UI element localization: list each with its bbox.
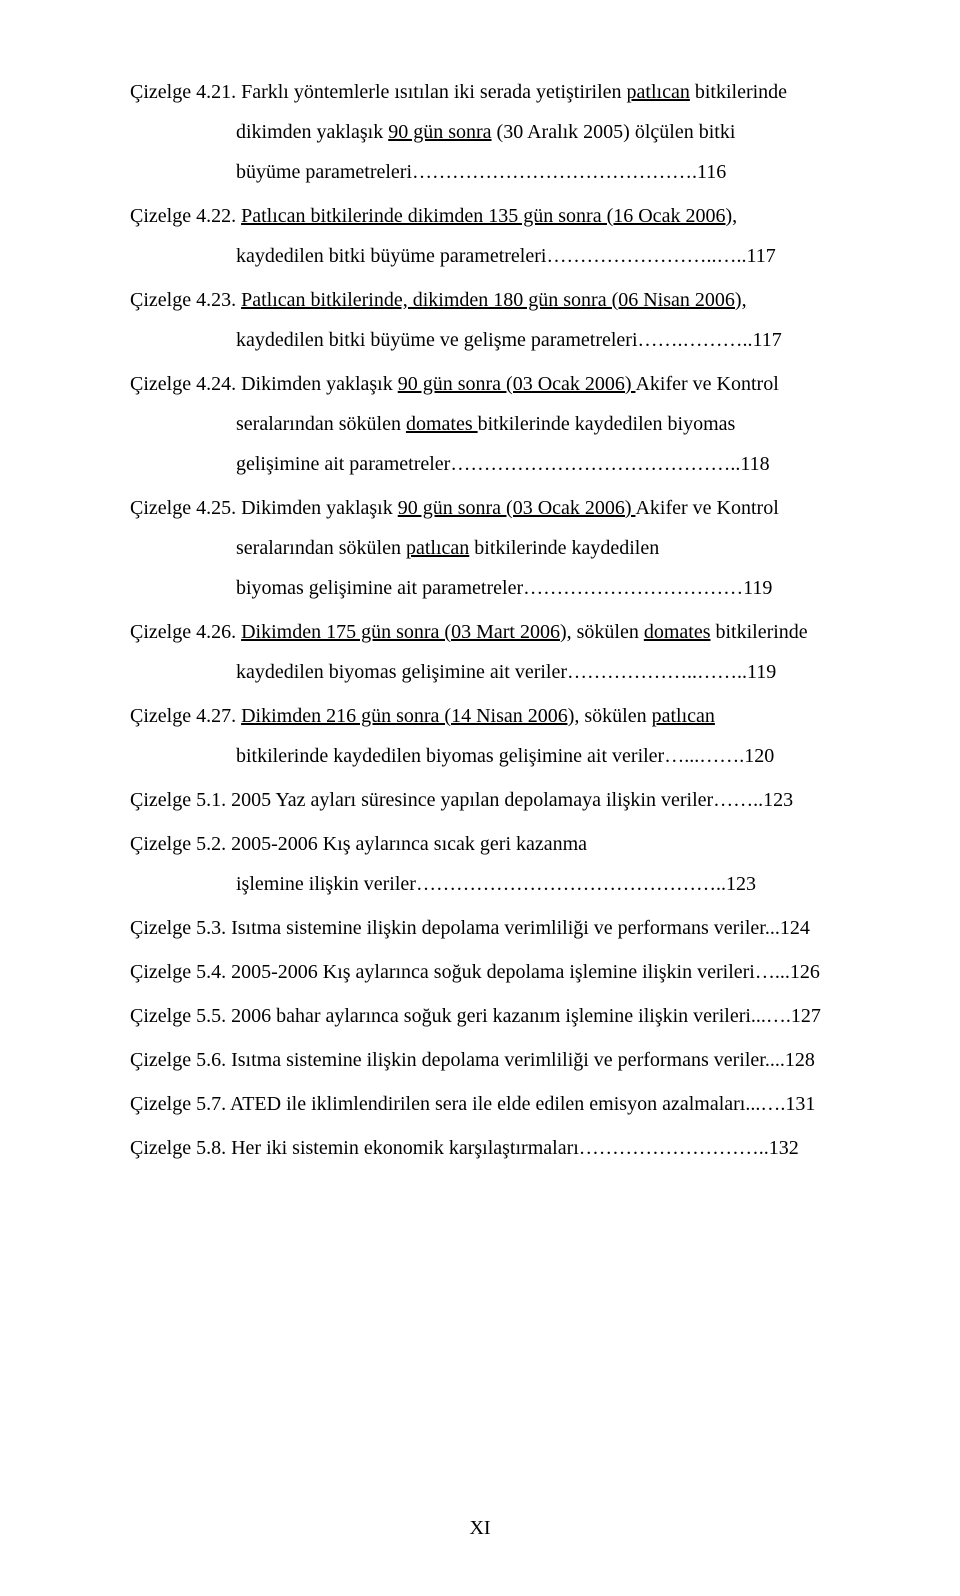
toc-entry-first-line: Çizelge 4.22. Patlıcan bitkilerinde diki… (130, 196, 850, 236)
toc-text: Çizelge 4.23. (130, 289, 241, 311)
toc-text: Çizelge 5.4. 2005-2006 Kış aylarınca soğ… (130, 961, 820, 983)
toc-entry-first-line: Çizelge 4.21. Farklı yöntemlerle ısıtıla… (130, 72, 850, 112)
toc-text: Çizelge 4.24. Dikimden yaklaşık (130, 373, 398, 395)
toc-text: seralarından sökülen (236, 413, 406, 435)
toc-text: Çizelge 5.7. ATED ile iklimlendirilen se… (130, 1093, 815, 1115)
toc-text: Çizelge 4.27. (130, 705, 241, 727)
toc-entry-continuation: kaydedilen bitki büyüme parametreleri………… (130, 236, 850, 276)
toc-text: Çizelge 4.26. (130, 621, 241, 643)
toc-entry: Çizelge 5.5. 2006 bahar aylarınca soğuk … (130, 996, 850, 1036)
toc-entry-continuation: bitkilerinde kaydedilen biyomas gelişimi… (130, 736, 850, 776)
toc-entry-first-line: Çizelge 5.7. ATED ile iklimlendirilen se… (130, 1084, 850, 1124)
toc-entry-continuation: seralarından sökülen domates bitkilerind… (130, 404, 850, 444)
toc-text: bitkilerinde (710, 621, 807, 643)
toc-entry-first-line: Çizelge 4.23. Patlıcan bitkilerinde, dik… (130, 280, 850, 320)
table-of-contents: Çizelge 4.21. Farklı yöntemlerle ısıtıla… (130, 72, 850, 1168)
toc-entry-continuation: işlemine ilişkin veriler……………………………………….… (130, 864, 850, 904)
toc-text: bitkilerinde kaydedilen biyomas (478, 413, 736, 435)
toc-text: patlıcan (627, 81, 690, 103)
toc-text: seralarından sökülen (236, 537, 406, 559)
toc-text: (30 Aralık 2005) ölçülen bitki (492, 121, 736, 143)
toc-entry-first-line: Çizelge 5.1. 2005 Yaz ayları süresince y… (130, 780, 850, 820)
toc-text: Çizelge 5.6. Isıtma sistemine ilişkin de… (130, 1049, 815, 1071)
toc-text: 90 gün sonra (03 Ocak 2006) (398, 373, 636, 395)
toc-entry: Çizelge 5.6. Isıtma sistemine ilişkin de… (130, 1040, 850, 1080)
toc-text: bitkilerinde kaydedilen biyomas gelişimi… (236, 745, 774, 767)
toc-entry: Çizelge 4.24. Dikimden yaklaşık 90 gün s… (130, 364, 850, 484)
toc-text: Çizelge 5.3. Isıtma sistemine ilişkin de… (130, 917, 810, 939)
toc-text: kaydedilen bitki büyüme parametreleri………… (236, 245, 776, 267)
toc-entry: Çizelge 4.22. Patlıcan bitkilerinde diki… (130, 196, 850, 276)
toc-text: bitkilerinde kaydedilen (469, 537, 659, 559)
toc-entry-first-line: Çizelge 4.26. Dikimden 175 gün sonra (03… (130, 612, 850, 652)
toc-entry-continuation: büyüme parametreleri…………………………………….116 (130, 152, 850, 192)
toc-text: kaydedilen bitki büyüme ve gelişme param… (236, 329, 782, 351)
toc-text: Akifer ve Kontrol (635, 373, 778, 395)
toc-entry-continuation: kaydedilen bitki büyüme ve gelişme param… (130, 320, 850, 360)
toc-entry-continuation: gelişimine ait parametreler…………………………………… (130, 444, 850, 484)
toc-text: Çizelge 4.22. (130, 205, 241, 227)
toc-entry: Çizelge 4.27. Dikimden 216 gün sonra (14… (130, 696, 850, 776)
toc-entry: Çizelge 4.25. Dikimden yaklaşık 90 gün s… (130, 488, 850, 608)
toc-text: sökülen (579, 705, 651, 727)
toc-entry: Çizelge 4.21. Farklı yöntemlerle ısıtıla… (130, 72, 850, 192)
toc-entry-first-line: Çizelge 5.2. 2005-2006 Kış aylarınca sıc… (130, 824, 850, 864)
toc-entry-first-line: Çizelge 5.3. Isıtma sistemine ilişkin de… (130, 908, 850, 948)
toc-entry: Çizelge 5.2. 2005-2006 Kış aylarınca sıc… (130, 824, 850, 904)
toc-text: sökülen (572, 621, 644, 643)
toc-text: biyomas gelişimine ait parametreler……………… (236, 577, 772, 599)
toc-text: işlemine ilişkin veriler……………………………………….… (236, 873, 756, 895)
toc-text: Dikimden 216 gün sonra (14 Nisan 2006), (241, 705, 579, 727)
toc-entry-first-line: Çizelge 4.24. Dikimden yaklaşık 90 gün s… (130, 364, 850, 404)
toc-entry-continuation: seralarından sökülen patlıcan bitkilerin… (130, 528, 850, 568)
toc-entry-first-line: Çizelge 5.6. Isıtma sistemine ilişkin de… (130, 1040, 850, 1080)
toc-text: kaydedilen biyomas gelişimine ait verile… (236, 661, 776, 683)
toc-text: Patlıcan bitkilerinde, dikimden 180 gün … (241, 289, 746, 311)
toc-entry: Çizelge 5.1. 2005 Yaz ayları süresince y… (130, 780, 850, 820)
toc-text: Çizelge 5.2. 2005-2006 Kış aylarınca sıc… (130, 833, 587, 855)
toc-entry: Çizelge 5.8. Her iki sistemin ekonomik k… (130, 1128, 850, 1168)
toc-text: domates (644, 621, 711, 643)
toc-entry-first-line: Çizelge 5.8. Her iki sistemin ekonomik k… (130, 1128, 850, 1168)
toc-entry: Çizelge 4.26. Dikimden 175 gün sonra (03… (130, 612, 850, 692)
toc-entry-first-line: Çizelge 5.4. 2005-2006 Kış aylarınca soğ… (130, 952, 850, 992)
toc-entry: Çizelge 4.23. Patlıcan bitkilerinde, dik… (130, 280, 850, 360)
toc-entry: Çizelge 5.4. 2005-2006 Kış aylarınca soğ… (130, 952, 850, 992)
toc-entry-continuation: kaydedilen biyomas gelişimine ait verile… (130, 652, 850, 692)
toc-text: patlıcan (652, 705, 715, 727)
page-number: XI (0, 1517, 960, 1540)
toc-text: patlıcan (406, 537, 469, 559)
toc-text: domates (406, 413, 478, 435)
toc-text: Çizelge 4.21. Farklı yöntemlerle ısıtıla… (130, 81, 627, 103)
toc-text: dikimden yaklaşık (236, 121, 388, 143)
toc-entry: Çizelge 5.7. ATED ile iklimlendirilen se… (130, 1084, 850, 1124)
toc-text: Dikimden 175 gün sonra (03 Mart 2006), (241, 621, 572, 643)
toc-text: Çizelge 4.25. Dikimden yaklaşık (130, 497, 398, 519)
toc-text: 90 gün sonra (03 Ocak 2006) (398, 497, 636, 519)
toc-entry-continuation: dikimden yaklaşık 90 gün sonra (30 Aralı… (130, 112, 850, 152)
toc-entry-first-line: Çizelge 5.5. 2006 bahar aylarınca soğuk … (130, 996, 850, 1036)
toc-text: Akifer ve Kontrol (635, 497, 778, 519)
toc-text: bitkilerinde (690, 81, 787, 103)
toc-entry-continuation: biyomas gelişimine ait parametreler……………… (130, 568, 850, 608)
toc-text: Çizelge 5.1. 2005 Yaz ayları süresince y… (130, 789, 793, 811)
toc-text: Patlıcan bitkilerinde dikimden 135 gün s… (241, 205, 737, 227)
toc-entry-first-line: Çizelge 4.27. Dikimden 216 gün sonra (14… (130, 696, 850, 736)
toc-text: gelişimine ait parametreler…………………………………… (236, 453, 770, 475)
toc-entry-first-line: Çizelge 4.25. Dikimden yaklaşık 90 gün s… (130, 488, 850, 528)
toc-text: Çizelge 5.5. 2006 bahar aylarınca soğuk … (130, 1005, 821, 1027)
toc-text: Çizelge 5.8. Her iki sistemin ekonomik k… (130, 1137, 799, 1159)
toc-text: büyüme parametreleri…………………………………….116 (236, 161, 726, 183)
toc-entry: Çizelge 5.3. Isıtma sistemine ilişkin de… (130, 908, 850, 948)
toc-text: 90 gün sonra (388, 121, 491, 143)
